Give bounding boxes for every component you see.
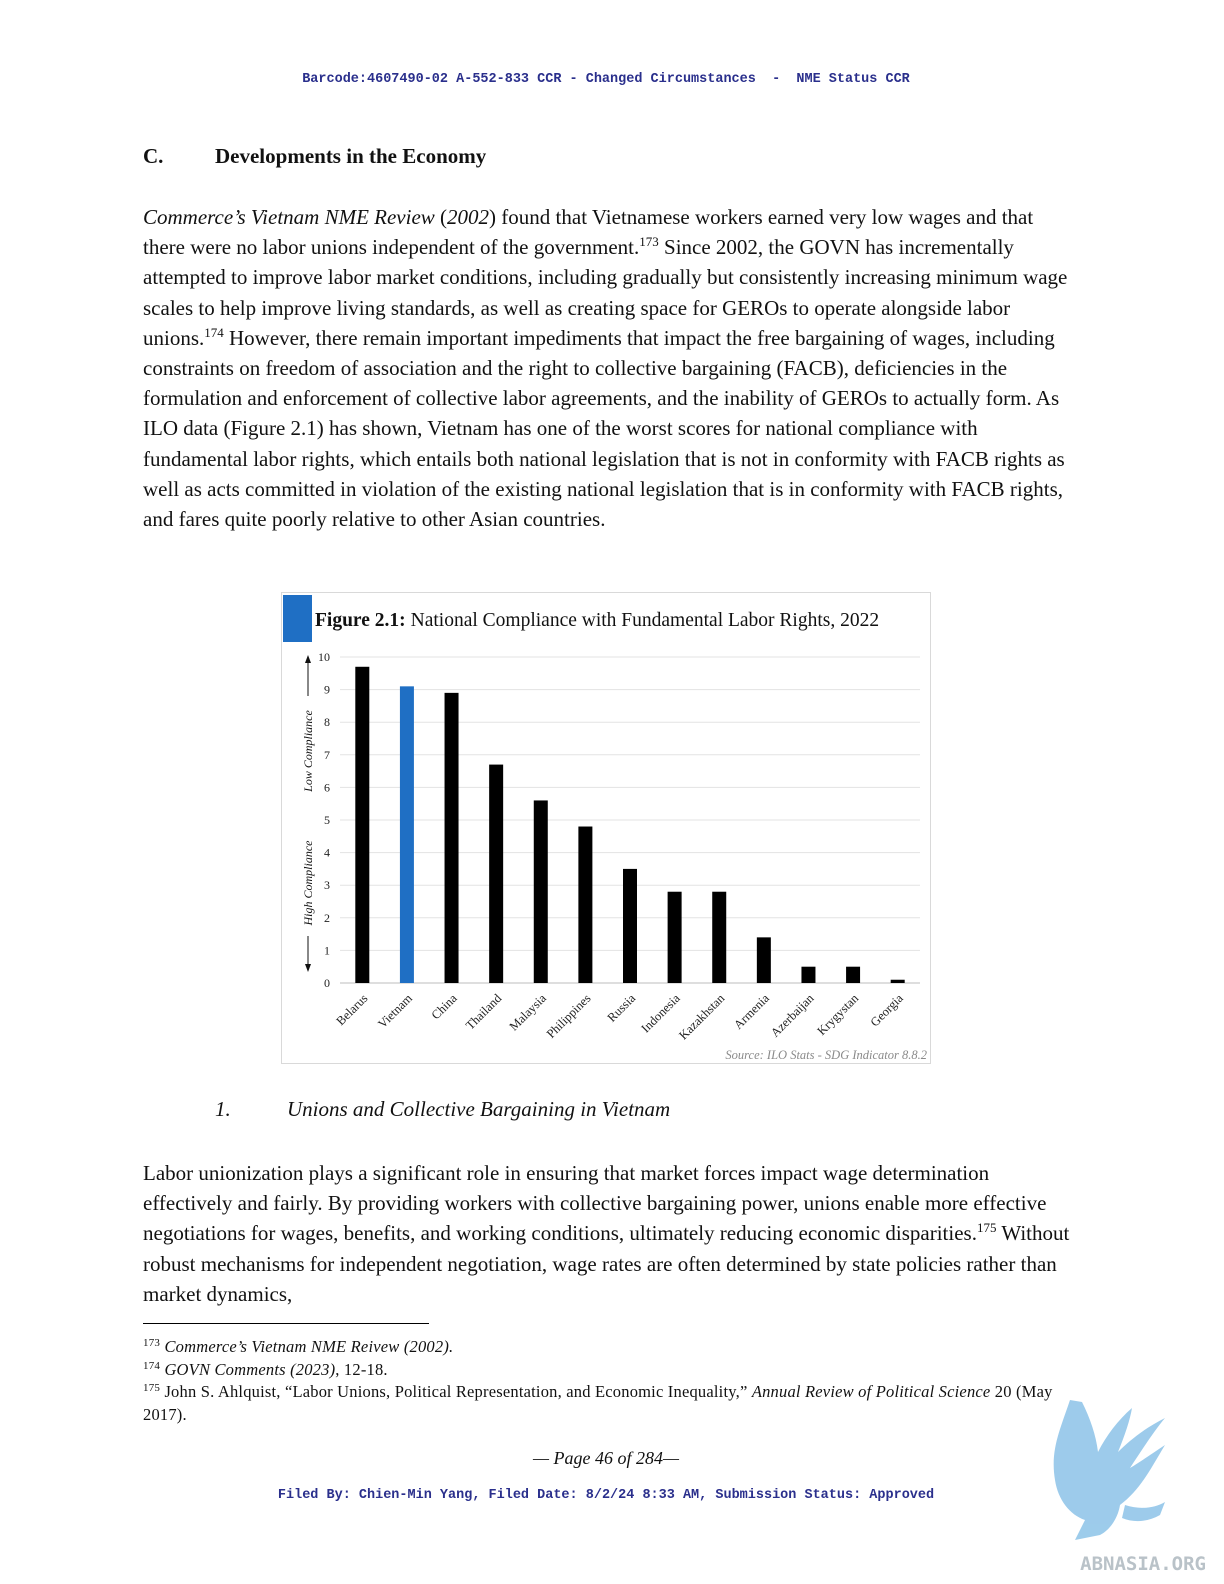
y-axis-label-high: High Compliance [301, 840, 315, 927]
x-tick-label-malaysia: Malaysia [507, 991, 550, 1034]
x-tick-label-vietnam: Vietnam [375, 991, 415, 1031]
x-tick-label-georgia: Georgia [868, 991, 907, 1030]
footnote-ref-174[interactable]: 174 [204, 324, 224, 340]
x-tick-label-philippines: Philippines [544, 991, 594, 1041]
footnote-number: 175 [143, 1382, 161, 1394]
paragraph-text: ) found that Vietnamese workers earned v… [143, 205, 1034, 260]
paragraph-text: Labor unionization plays a significant r… [143, 1161, 1047, 1246]
bar-kazakhstan [712, 891, 727, 983]
chart-source: Source: ILO Stats - SDG Indicator 8.8.2 [725, 1048, 927, 1062]
bar-georgia [890, 979, 905, 983]
y-tick-label: 0 [324, 976, 330, 990]
y-tick-label: 7 [324, 748, 330, 762]
y-tick-label: 2 [324, 911, 330, 925]
bar-thailand [489, 764, 504, 983]
figure-accent-bar [283, 595, 312, 642]
header-stamp: Barcode:4607490-02 A-552-833 CCR - Chang… [302, 72, 910, 87]
arrow-up-icon [305, 655, 311, 663]
y-axis-label-group: Low Compliance High Compliance [301, 655, 315, 972]
y-tick-label: 9 [324, 683, 330, 697]
figure-title: Figure 2.1: National Compliance with Fund… [315, 610, 879, 631]
footnotes: 173 Commerce’s Vietnam NME Reivew (2002)… [143, 1336, 1083, 1426]
bar-armenia [756, 937, 771, 983]
x-tick-label-thailand: Thailand [463, 991, 505, 1033]
section-number: C. [143, 144, 164, 168]
y-tick-label: 4 [324, 846, 330, 860]
x-tick-labels: Belarus Vietnam China Thailand MalaysiaPhili… [334, 991, 907, 1043]
arrow-down-icon [305, 964, 311, 972]
citation-title: Commerce’s Vietnam NME Review [143, 205, 435, 229]
paragraph-text: Without robust mechanisms for independen… [143, 1221, 1070, 1306]
y-tick-labels: 0 1 2 3 4 5 6 7 8 9 10 [318, 650, 330, 990]
y-tick-label: 8 [324, 715, 330, 729]
subsection-heading: 1. Unions and Collective Bargaining in Vi… [215, 1097, 670, 1122]
footnote-journal: Annual Review of Political Science [751, 1382, 991, 1401]
subsection-title: Unions and Collective Bargaining in Viet… [287, 1097, 671, 1121]
bar-krygystan [846, 966, 861, 983]
bar-russia [623, 868, 637, 983]
x-tick-label-azerbaijan: Azerbaijan [768, 991, 817, 1040]
footnote-number: 173 [143, 1337, 161, 1349]
x-tick-label-belarus: Belarus [334, 991, 371, 1028]
bar-malaysia [533, 800, 548, 983]
page-number: — Page 46 of 284— [533, 1448, 679, 1468]
watermark-text: ABNASIA.ORG [1080, 1553, 1206, 1575]
paragraph-text: However, there remain important impedime… [143, 325, 1065, 532]
bar-indonesia [667, 891, 682, 983]
y-tick-label: 6 [324, 780, 330, 794]
footnote-174: 174 GOVN Comments (2023), 12-18. [143, 1359, 1083, 1382]
paragraph-labor-unionization: Labor unionization plays a significant r… [143, 1158, 1078, 1309]
citation-year: 2002 [447, 205, 490, 229]
watermark: ABNASIA.ORG [1053, 1400, 1206, 1575]
y-tick-label: 1 [324, 943, 330, 957]
footnote-175: 175 John S. Ahlquist, “Labor Unions, Pol… [143, 1381, 1083, 1426]
citation-open: ( [434, 205, 448, 229]
x-tick-label-russia: Russia [605, 991, 639, 1025]
x-tick-label-indonesia: Indonesia [638, 991, 683, 1036]
x-tick-label-china: China [429, 991, 460, 1022]
bar-china [444, 692, 459, 983]
bar-philippines [578, 826, 593, 983]
footnote-text: Commerce’s Vietnam NME Reivew (2002). [164, 1337, 454, 1356]
figure-title-text: National Compliance with Fundamental Lab… [411, 610, 879, 631]
x-tick-label-krygystan: Krygystan [814, 991, 861, 1038]
footnote-text: John S. Ahlquist, “Labor Unions, Politic… [164, 1382, 752, 1401]
x-tick-label-armenia: Armenia [731, 991, 772, 1032]
y-tick-label: 5 [324, 813, 330, 827]
figure-title-prefix: Figure 2.1: [315, 610, 406, 631]
bar-azerbaijan [801, 966, 816, 983]
footnote-divider [143, 1323, 429, 1324]
subsection-number: 1. [215, 1097, 231, 1121]
y-tick-label: 3 [324, 878, 330, 892]
x-tick-label-kazakhstan: Kazakhstan [676, 991, 728, 1043]
paragraph-commerce-review: Commerce’s Vietnam NME Review (2002) fou… [143, 202, 1078, 534]
footnote-ref-173[interactable]: 173 [639, 234, 659, 250]
chart-bars [355, 666, 905, 983]
footnote-number: 174 [143, 1359, 161, 1372]
bar-chart: Figure 2.1: National Compliance with Fund… [283, 595, 927, 1062]
y-axis-label-low: Low Compliance [301, 709, 315, 792]
footnote-text: , 12-18. [335, 1359, 388, 1379]
footnote-text: GOVN Comments (2023) [164, 1359, 336, 1379]
footer-stamp: Filed By: Chien-Min Yang, Filed Date: 8/… [277, 1488, 935, 1503]
griffin-logo-icon [1053, 1400, 1165, 1540]
section-heading: C. Developments in the Economy [143, 144, 486, 169]
bar-vietnam [399, 686, 414, 983]
y-tick-label: 10 [318, 650, 330, 664]
footnote-ref-175[interactable]: 175 [976, 1220, 997, 1236]
section-title: Developments in the Economy [215, 144, 487, 168]
figure-2-1: Figure 2.1: National Compliance with Fund… [281, 592, 931, 1064]
paragraph-text: Since 2002, the GOVN has incrementally a… [143, 235, 1068, 350]
footnote-text: 20 (May 2017). [143, 1382, 1053, 1424]
bar-belarus [355, 666, 370, 983]
footnote-173: 173 Commerce’s Vietnam NME Reivew (2002)… [143, 1336, 1083, 1359]
